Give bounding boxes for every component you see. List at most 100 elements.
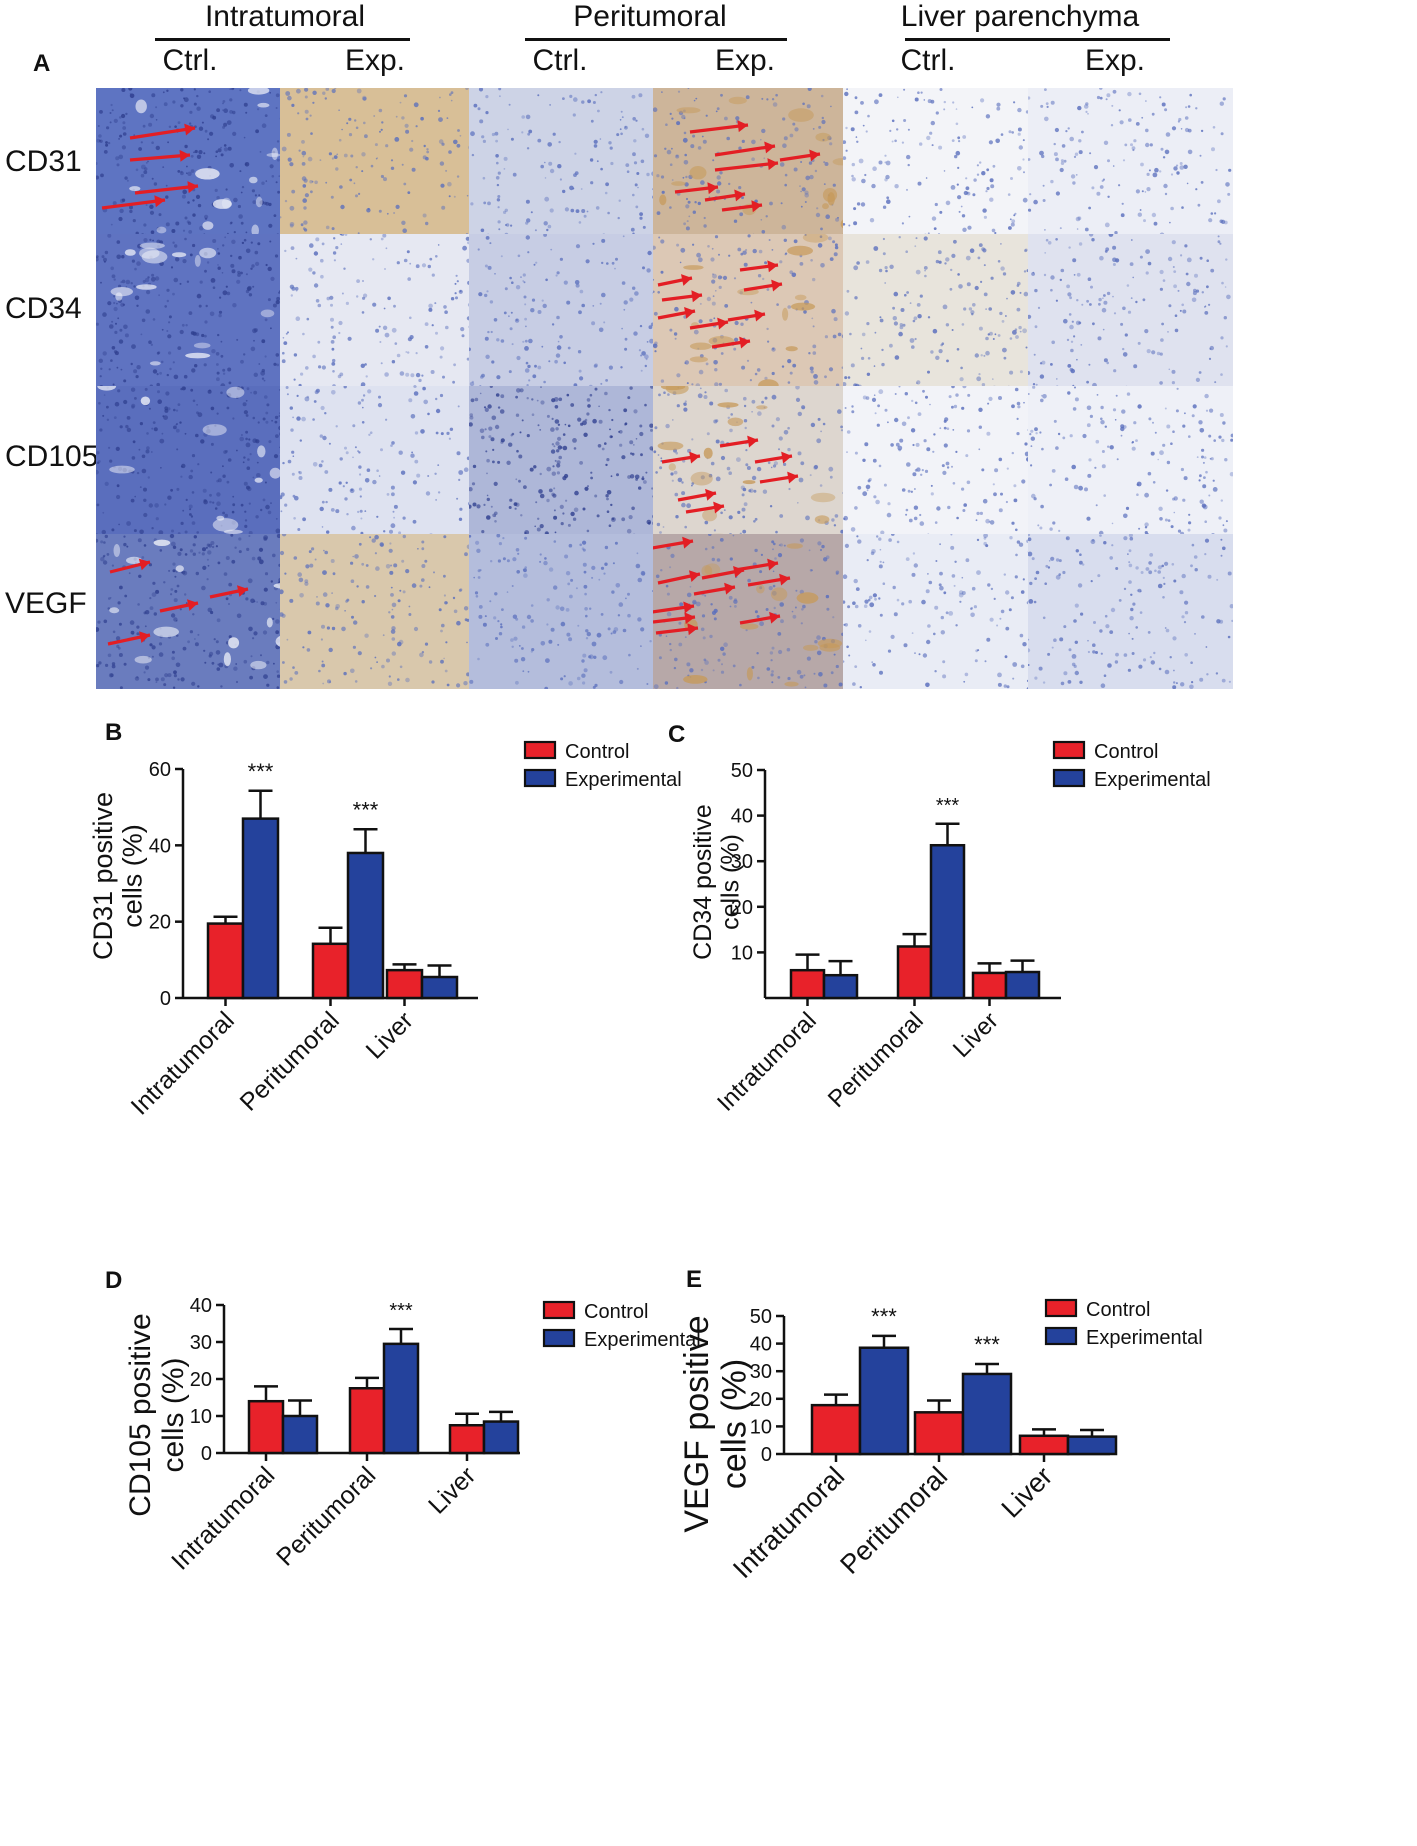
y-tick-label: 10 bbox=[190, 1406, 212, 1428]
bar-control-intratumoral bbox=[789, 968, 826, 1000]
red-arrow-icon bbox=[109, 558, 151, 574]
legend-swatch-experimental bbox=[1052, 768, 1086, 788]
legend-label: Experimental bbox=[584, 1329, 701, 1351]
bar-experimental-liver bbox=[482, 1420, 520, 1455]
legend-swatch-experimental bbox=[542, 1328, 576, 1348]
legend-swatch-experimental bbox=[1044, 1326, 1078, 1346]
row-label-cd31: CD31 bbox=[5, 145, 82, 178]
panel-letter-a: A bbox=[33, 50, 51, 77]
red-arrow-icon bbox=[129, 149, 191, 162]
red-arrow-icon bbox=[779, 149, 821, 162]
micrograph-vegf-intratumoral-exp bbox=[280, 534, 485, 689]
micrograph-vegf-peritumoral-ctrl bbox=[469, 534, 674, 689]
legend-swatch-control bbox=[542, 1300, 576, 1320]
red-arrow-icon bbox=[759, 471, 799, 484]
red-arrow-icon bbox=[704, 189, 746, 202]
legend-label: Control bbox=[1094, 741, 1158, 763]
y-tick-label: 10 bbox=[731, 942, 753, 964]
red-arrow-icon bbox=[693, 582, 736, 596]
legend-label: Experimental bbox=[1086, 1327, 1203, 1349]
micrograph-cd105-intratumoral-ctrl bbox=[96, 386, 301, 541]
bar-control-peritumoral bbox=[896, 945, 933, 1000]
micrograph-vegf-intratumoral-ctrl bbox=[96, 534, 301, 689]
micrograph-cd34-intratumoral-ctrl bbox=[96, 234, 301, 389]
y-axis-label: CD105 positivecells (%) bbox=[124, 1313, 190, 1516]
significance-marker: *** bbox=[871, 1304, 897, 1329]
micrograph-cd34-peritumoral-exp bbox=[653, 234, 858, 389]
red-arrow-icon bbox=[101, 195, 166, 210]
bar-experimental-intratumoral bbox=[858, 1346, 910, 1456]
red-arrow-icon bbox=[653, 536, 694, 550]
micrograph-vegf-liver-ctrl bbox=[843, 534, 1048, 689]
red-arrow-icon bbox=[739, 611, 781, 625]
group-underline bbox=[525, 38, 787, 41]
x-tick-label: Peritumoral bbox=[834, 1461, 953, 1580]
row-label-cd105: CD105 bbox=[5, 440, 99, 473]
y-tick-label: 20 bbox=[731, 897, 753, 919]
significance-marker: *** bbox=[936, 795, 960, 817]
bar-control-intratumoral bbox=[206, 922, 245, 1000]
col-label-exp: Exp. bbox=[1084, 44, 1146, 77]
red-arrow-icon bbox=[711, 336, 751, 349]
red-arrow-icon bbox=[661, 451, 701, 464]
chart-c-cd34: C CD34 positivecells (%)10 20 30 40 50 Intratu… bbox=[668, 721, 1211, 1117]
legend-label: Control bbox=[584, 1301, 648, 1323]
x-tick-label: Intratumoral bbox=[712, 1007, 822, 1117]
y-tick-label: 30 bbox=[190, 1332, 212, 1354]
red-arrow-icon bbox=[727, 309, 766, 322]
y-tick-label: 40 bbox=[731, 806, 753, 828]
x-tick-label: Peritumoral bbox=[271, 1461, 381, 1571]
legend-label: Control bbox=[565, 741, 629, 763]
bar-experimental-liver bbox=[1066, 1435, 1118, 1456]
row-label-cd34: CD34 bbox=[5, 292, 82, 325]
micrograph-cd105-liver-ctrl bbox=[843, 386, 1048, 541]
red-arrow-icon bbox=[134, 181, 199, 195]
micrograph-cd34-liver-ctrl bbox=[843, 234, 1048, 389]
bar-control-peritumoral bbox=[913, 1411, 965, 1456]
x-tick-label: Liver bbox=[948, 1007, 1004, 1063]
red-arrow-icon bbox=[129, 123, 196, 140]
y-tick-label: 20 bbox=[750, 1389, 772, 1411]
bar-experimental-intratumoral bbox=[822, 973, 859, 1000]
red-arrow-icon bbox=[657, 274, 693, 287]
y-tick-label: 40 bbox=[149, 835, 171, 857]
micrograph-cd31-peritumoral-exp bbox=[653, 88, 858, 243]
micrograph-cd31-intratumoral-exp bbox=[280, 88, 485, 243]
red-arrow-icon bbox=[743, 279, 783, 292]
micrograph-cd31-liver-ctrl bbox=[843, 88, 1048, 243]
red-arrow-icon bbox=[653, 612, 696, 625]
y-axis-label: CD34 positivecells (%) bbox=[689, 804, 745, 960]
micrograph-cd34-peritumoral-ctrl bbox=[469, 234, 674, 389]
legend-label: Experimental bbox=[565, 769, 682, 791]
red-arrow-icon bbox=[685, 501, 725, 514]
x-tick-label: Liver bbox=[996, 1461, 1059, 1524]
red-arrow-icon bbox=[655, 623, 699, 636]
bar-experimental-intratumoral bbox=[281, 1414, 319, 1455]
red-arrow-icon bbox=[689, 120, 749, 134]
bar-experimental-peritumoral bbox=[961, 1372, 1013, 1456]
micrograph-vegf-peritumoral-exp bbox=[653, 534, 858, 689]
red-arrow-icon bbox=[754, 451, 793, 464]
significance-marker: *** bbox=[974, 1332, 1000, 1357]
y-tick-label: 40 bbox=[750, 1334, 772, 1356]
col-label-ctrl: Ctrl. bbox=[900, 44, 956, 77]
red-arrow-icon bbox=[657, 306, 696, 320]
y-tick-label: 0 bbox=[761, 1444, 772, 1466]
col-label-ctrl: Ctrl. bbox=[532, 44, 588, 77]
x-tick-label: Intratumoral bbox=[126, 1006, 240, 1120]
red-arrow-icon bbox=[721, 200, 763, 213]
bar-experimental-peritumoral bbox=[346, 851, 385, 1000]
col-label-exp: Exp. bbox=[714, 44, 776, 77]
red-arrow-icon bbox=[689, 317, 729, 330]
bar-control-intratumoral bbox=[247, 1399, 285, 1455]
red-arrow-icon bbox=[653, 601, 695, 614]
y-tick-label: 20 bbox=[149, 912, 171, 934]
legend-swatch-control bbox=[1044, 1298, 1078, 1318]
legend-swatch-control bbox=[523, 740, 557, 760]
y-tick-label: 50 bbox=[750, 1306, 772, 1328]
panel-letter: C bbox=[668, 721, 685, 748]
significance-marker: *** bbox=[353, 797, 379, 822]
y-axis-label: CD31 positivecells (%) bbox=[88, 792, 148, 960]
red-arrow-icon bbox=[739, 260, 779, 273]
micrograph-cd31-peritumoral-ctrl bbox=[469, 88, 674, 243]
